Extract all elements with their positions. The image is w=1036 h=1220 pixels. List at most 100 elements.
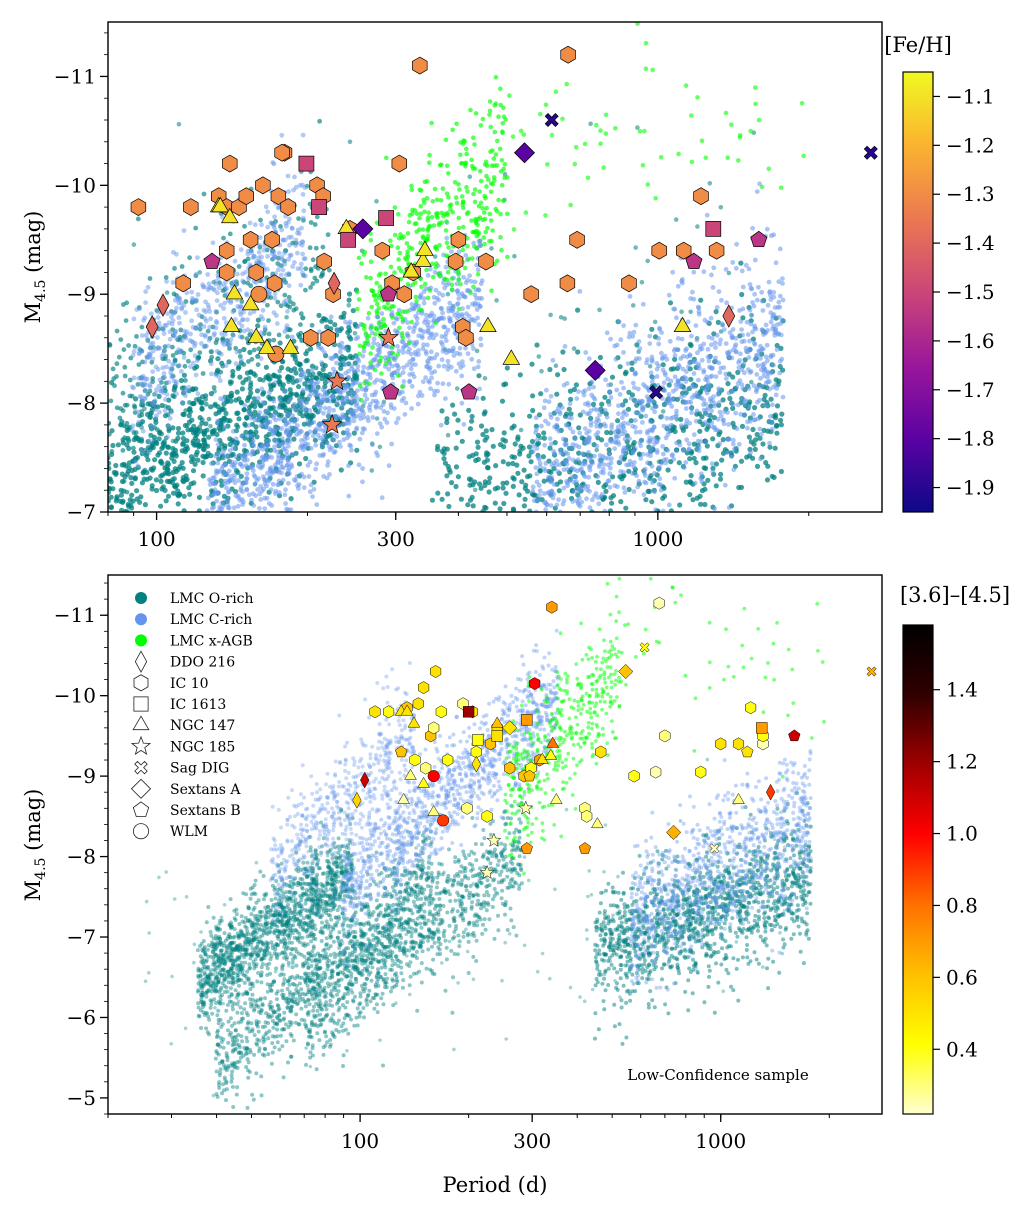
lmc-star [459, 194, 465, 199]
lmc-star [199, 417, 205, 423]
galaxy-point-ngc-185 [377, 326, 399, 347]
lmc-star [252, 403, 258, 410]
lmc-star [421, 300, 427, 306]
lmc-star [726, 270, 732, 276]
lmc-star [114, 405, 120, 411]
galaxy-point-ic-10 [274, 143, 290, 162]
lmc-star [351, 380, 357, 386]
lmc-star [534, 479, 540, 485]
lmc-star [317, 329, 322, 335]
lmc-star [375, 301, 380, 307]
lmc-star [430, 274, 436, 280]
lmc-star [465, 351, 471, 357]
lmc-star [126, 445, 132, 452]
lmc-star [284, 323, 290, 328]
lmc-star [477, 386, 482, 392]
lmc-star [702, 501, 708, 508]
lmc-star [216, 490, 222, 496]
lmc-star [129, 480, 135, 486]
lmc-star [454, 386, 460, 391]
lmc-star [377, 284, 383, 290]
lmc-star [756, 117, 762, 123]
lmc-star [346, 493, 352, 499]
lmc-star [774, 403, 781, 409]
lmc-star [413, 280, 418, 285]
lmc-star [253, 373, 258, 378]
lmc-star [200, 446, 206, 452]
lmc-star [681, 465, 687, 470]
lmc-star [205, 287, 211, 293]
lmc-star [484, 173, 489, 179]
lmc-star [142, 381, 148, 386]
lmc-star [409, 187, 415, 193]
lmc-star [522, 496, 528, 502]
lmc-star [301, 474, 307, 480]
lmc-star [476, 322, 482, 327]
lmc-star [245, 451, 251, 456]
lmc-star [472, 279, 478, 285]
lmc-star [747, 282, 753, 287]
lmc-star [568, 202, 573, 208]
lmc-star [162, 322, 168, 328]
lmc-star [711, 265, 717, 271]
lmc-star [570, 457, 576, 463]
lmc-star [665, 432, 671, 437]
lmc-star [530, 484, 536, 490]
lmc-star [226, 468, 232, 474]
lmc-star [399, 331, 405, 336]
lmc-star [277, 262, 282, 268]
lmc-star [436, 363, 442, 369]
lmc-star [736, 441, 742, 447]
lmc-star [292, 366, 298, 372]
lmc-star [183, 378, 188, 383]
lmc-star [488, 181, 494, 186]
lmc-star [428, 266, 433, 272]
lmc-star [258, 330, 264, 336]
lmc-star [296, 461, 303, 467]
lmc-star [382, 416, 388, 422]
lmc-star [722, 482, 728, 488]
lmc-star [730, 260, 736, 265]
lmc-star [438, 198, 444, 203]
lmc-star [310, 387, 316, 392]
lmc-star [136, 351, 142, 357]
lmc-star [466, 210, 471, 215]
lmc-star [424, 364, 429, 369]
lmc-star [688, 473, 694, 479]
lmc-star [320, 366, 326, 372]
lmc-star [547, 366, 553, 373]
lmc-star [715, 319, 721, 325]
lmc-star [130, 384, 135, 390]
lmc-star [481, 235, 487, 240]
lmc-star [293, 237, 299, 243]
lmc-star [230, 333, 236, 338]
lmc-star [321, 433, 327, 438]
lmc-star [343, 399, 349, 405]
lmc-star [234, 349, 240, 355]
lmc-star [536, 354, 542, 359]
lmc-star [271, 337, 277, 343]
lmc-star [678, 356, 684, 361]
lmc-star [726, 505, 732, 510]
lmc-star [492, 178, 497, 183]
lmc-star [310, 494, 315, 499]
lmc-star [693, 323, 699, 328]
lmc-star [176, 121, 182, 127]
lmc-star [464, 146, 469, 152]
lmc-star [401, 365, 407, 370]
lmc-star [332, 449, 338, 455]
lmc-star [376, 273, 382, 278]
lmc-star [263, 364, 269, 370]
lmc-star [279, 227, 285, 233]
lmc-star [688, 399, 694, 405]
lmc-star [718, 205, 724, 210]
lmc-star [631, 489, 637, 494]
lmc-star [387, 306, 393, 311]
lmc-star [120, 498, 126, 504]
lmc-star [172, 297, 178, 303]
lmc-star [120, 448, 126, 453]
lmc-star [167, 415, 173, 421]
lmc-star [453, 483, 459, 490]
lmc-star [472, 187, 478, 192]
lmc-star [661, 423, 667, 429]
